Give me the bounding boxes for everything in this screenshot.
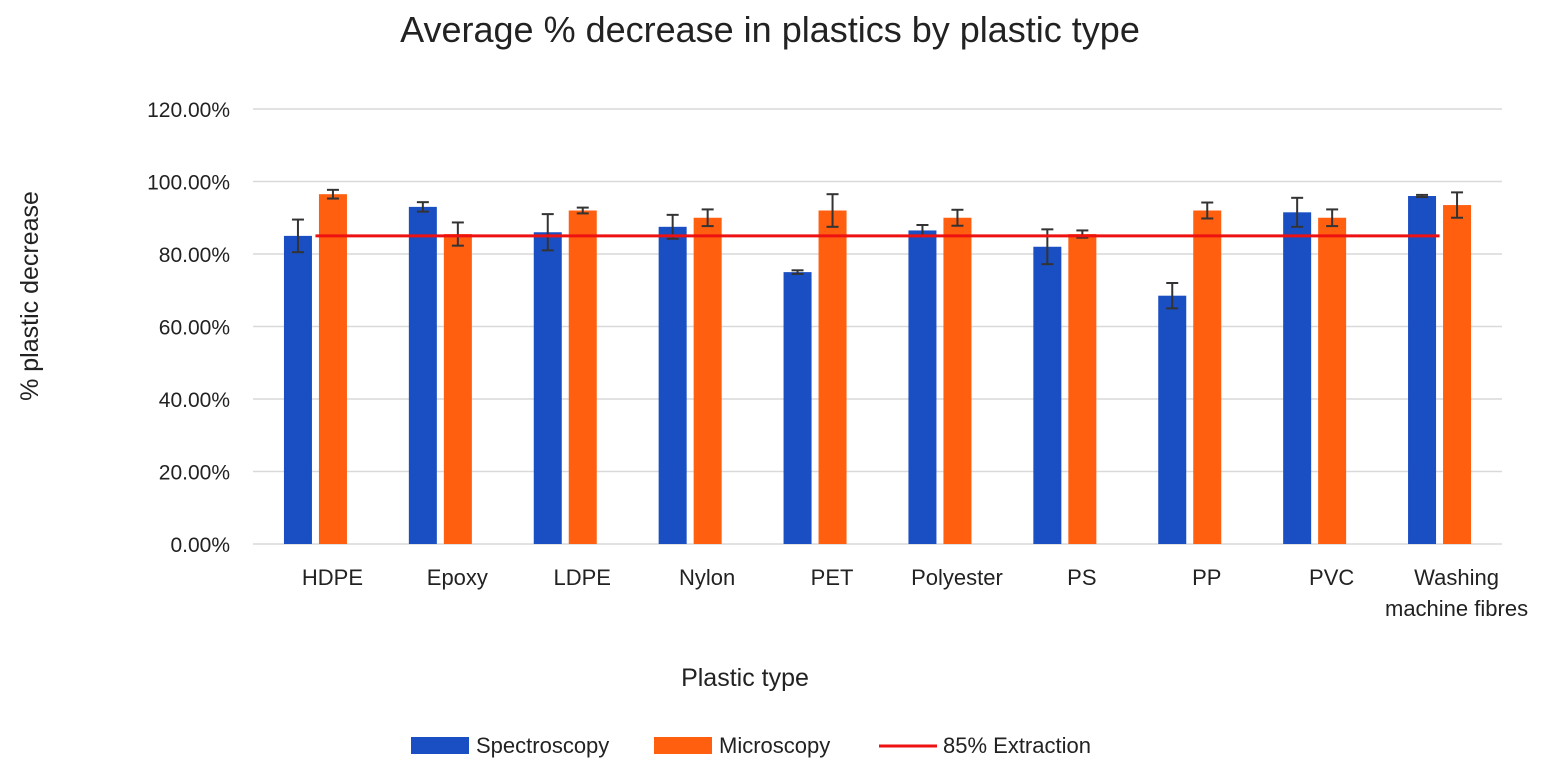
error-bar-microscopy: [1201, 201, 1214, 220]
bar-microscopy: [818, 210, 847, 544]
chart-title: Average % decrease in plastics by plasti…: [400, 9, 1140, 50]
bar-microscopy: [568, 210, 597, 544]
x-axis-ticks: HDPE Epoxy LDPE Nylon PET Polyester PS PP PVC Was…: [302, 565, 1528, 621]
gridlines: [253, 108, 1502, 545]
error-bar-microscopy: [701, 208, 714, 228]
error-bar-microscopy: [826, 193, 839, 228]
legend-label-microscopy: Microscopy: [719, 733, 830, 758]
y-tick-label: 120.00%: [147, 99, 230, 122]
legend-label-spectroscopy: Spectroscopy: [476, 733, 609, 758]
x-tick-label: Epoxy: [427, 565, 488, 590]
error-bar-spectroscopy: [416, 201, 429, 213]
error-bar-spectroscopy: [1166, 282, 1179, 310]
x-tick-label: HDPE: [302, 565, 363, 590]
y-tick-label: 40.00%: [159, 389, 230, 412]
x-tick-label-line: Nylon: [679, 565, 735, 590]
y-tick-label: 80.00%: [159, 244, 230, 267]
error-bar-microscopy: [576, 206, 589, 215]
bar-spectroscopy: [283, 235, 312, 544]
bar-spectroscopy: [1408, 196, 1437, 544]
x-tick-label-line: PP: [1192, 565, 1221, 590]
bar-spectroscopy: [1033, 246, 1062, 544]
error-bar-spectroscopy: [291, 218, 304, 254]
x-tick-label-line: Epoxy: [427, 565, 488, 590]
legend-swatch-microscopy: [654, 737, 712, 754]
bar-microscopy: [943, 217, 972, 544]
x-tick-label-line: LDPE: [554, 565, 611, 590]
bar-microscopy: [693, 217, 722, 544]
bar-spectroscopy: [533, 232, 562, 544]
x-tick-label-line: PET: [811, 565, 854, 590]
x-tick-label: PET: [811, 565, 854, 590]
bar-spectroscopy: [1158, 295, 1187, 544]
y-axis-ticks: 0.00% 20.00% 40.00% 60.00% 80.00% 100.00% 120.…: [147, 99, 230, 557]
bar-microscopy: [318, 194, 347, 544]
bar-microscopy: [1068, 234, 1097, 544]
y-tick-label: 100.00%: [147, 172, 230, 195]
legend-swatch-spectroscopy: [411, 737, 469, 754]
x-tick-label-line: machine fibres: [1385, 596, 1528, 621]
bar-microscopy: [1193, 210, 1222, 544]
error-bar-microscopy: [1326, 208, 1339, 228]
bar-spectroscopy: [408, 206, 437, 544]
x-tick-label-line: Washing: [1414, 565, 1499, 590]
error-bar-microscopy: [326, 188, 339, 200]
bar-microscopy: [443, 234, 472, 544]
x-tick-label: Polyester: [911, 565, 1003, 590]
legend: Spectroscopy Microscopy 85% Extraction: [411, 733, 1091, 758]
error-bar-spectroscopy: [791, 269, 804, 275]
x-tick-label-line: Polyester: [911, 565, 1003, 590]
bar-spectroscopy: [908, 230, 937, 544]
x-tick-label: PS: [1067, 565, 1096, 590]
x-tick-label: Nylon: [679, 565, 735, 590]
x-tick-label-line: PS: [1067, 565, 1096, 590]
bar-spectroscopy: [658, 226, 687, 544]
x-tick-label: PP: [1192, 565, 1221, 590]
bar-microscopy: [1318, 217, 1347, 544]
error-bar-microscopy: [451, 221, 464, 247]
x-tick-label: Washing machine fibres: [1385, 565, 1528, 621]
legend-label-reference-line: 85% Extraction: [943, 733, 1091, 758]
y-axis-title: % plastic decrease: [16, 191, 44, 401]
y-tick-label: 60.00%: [159, 317, 230, 340]
x-axis-title: Plastic type: [681, 664, 809, 692]
y-tick-label: 20.00%: [159, 462, 230, 485]
x-tick-label-line: HDPE: [302, 565, 363, 590]
bar-spectroscopy: [783, 272, 812, 544]
bar-microscopy: [1443, 205, 1472, 544]
error-bar-spectroscopy: [1416, 193, 1429, 199]
bar-spectroscopy: [1283, 212, 1312, 544]
error-bar-microscopy: [951, 208, 964, 227]
x-tick-label: LDPE: [554, 565, 611, 590]
error-bar-microscopy: [1451, 191, 1464, 219]
x-tick-label-line: PVC: [1309, 565, 1354, 590]
error-bar-spectroscopy: [1291, 196, 1304, 228]
bars: [283, 194, 1472, 544]
y-tick-label: 0.00%: [170, 534, 230, 557]
error-bar-spectroscopy: [541, 213, 554, 252]
x-tick-label: PVC: [1309, 565, 1354, 590]
